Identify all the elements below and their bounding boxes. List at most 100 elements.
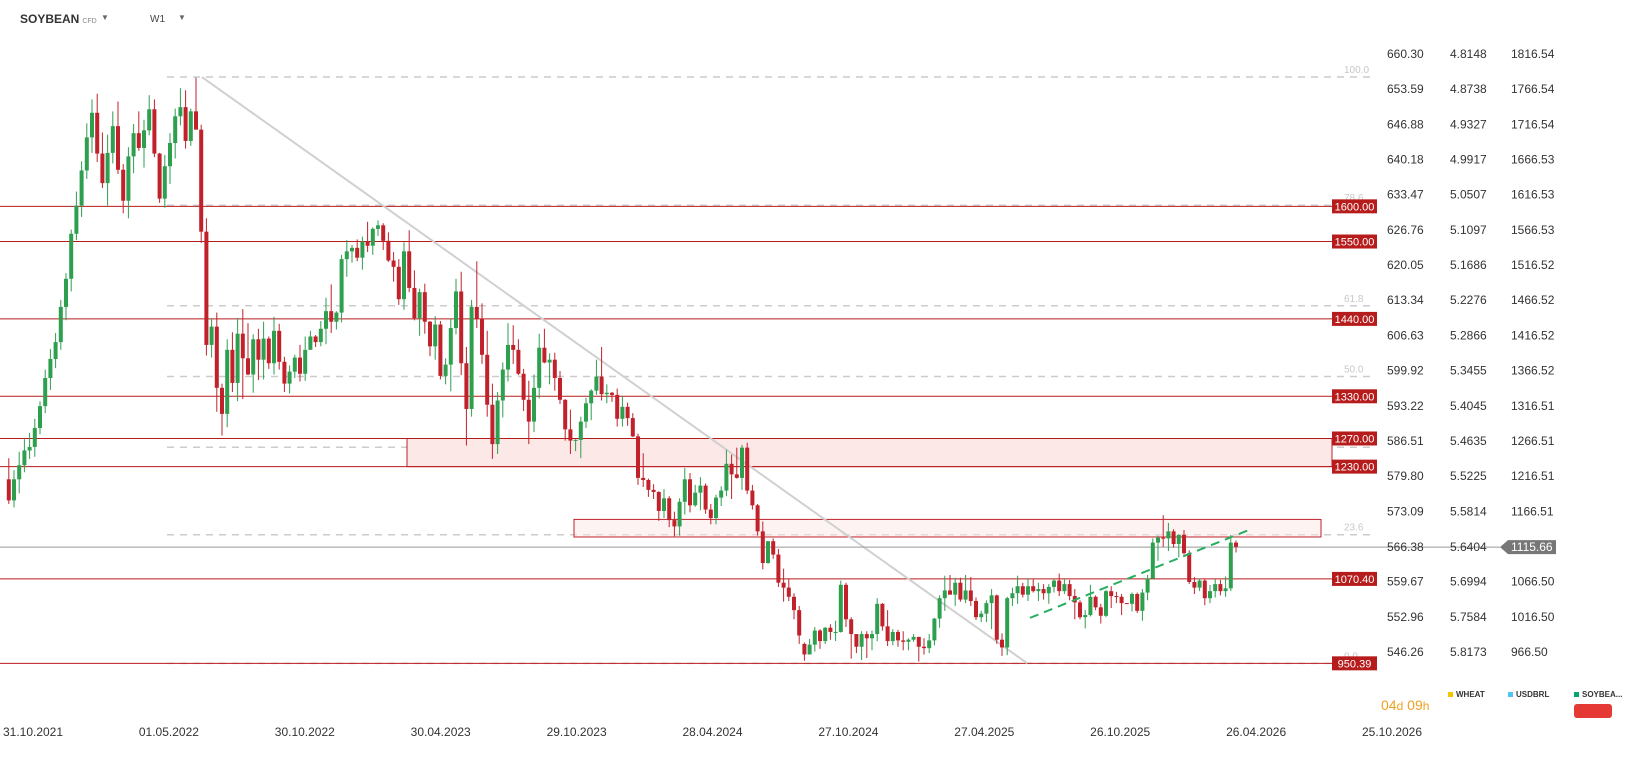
candle-body	[90, 112, 94, 138]
candle-body	[792, 596, 796, 611]
candle-body	[521, 373, 526, 400]
wheat-axis-tick-label: 546.26	[1387, 645, 1424, 659]
candle-body	[1015, 586, 1020, 594]
candle-body	[932, 618, 937, 641]
usdbrl-axis-tick-label: 5.4635	[1450, 434, 1487, 448]
candle-body	[1020, 586, 1025, 595]
level-badge	[1332, 199, 1377, 214]
candle-body	[157, 153, 162, 199]
candle-body	[573, 439, 578, 441]
candle-body	[906, 639, 911, 642]
level-badge	[1332, 311, 1377, 326]
candle-body	[1000, 639, 1004, 648]
date-axis-tick-label: 28.04.2024	[682, 725, 742, 739]
candle-body	[464, 363, 469, 409]
candle-body	[1192, 582, 1197, 588]
wheat-axis-tick-label: 620.05	[1387, 258, 1424, 272]
candle-body	[870, 634, 874, 639]
candle-body	[708, 509, 713, 518]
candle-body	[844, 584, 848, 620]
candle-body	[662, 498, 666, 511]
candle-body	[116, 126, 120, 170]
candle-body	[1083, 615, 1088, 618]
candle-body	[1135, 593, 1140, 611]
soybean-axis-tick-label: 1216.51	[1511, 469, 1555, 483]
soybean-axis-tick-label: 1766.54	[1511, 82, 1555, 96]
legend-toggle-button[interactable]	[1574, 704, 1612, 718]
fib-level-label: 61.8	[1344, 294, 1364, 305]
countdown-hours: 09	[1407, 697, 1423, 713]
candle-body	[729, 463, 734, 475]
candle-body	[511, 344, 516, 350]
candle-body	[542, 347, 547, 363]
soybean-axis-tick-label: 1466.52	[1511, 293, 1555, 307]
candle-body	[823, 627, 828, 642]
candle-body	[142, 130, 146, 148]
soybean-axis-tick-label: 1016.50	[1511, 610, 1555, 624]
soybean-axis-tick-label: 1816.54	[1511, 47, 1555, 61]
candle-body	[183, 107, 188, 141]
candle-body	[32, 427, 37, 447]
candle-body	[958, 582, 963, 600]
candle-body	[620, 406, 625, 419]
usdbrl-axis-tick-label: 4.9917	[1450, 153, 1487, 167]
symbol-selector[interactable]: SOYBEAN CFD	[20, 12, 97, 26]
candle-body	[277, 330, 282, 362]
date-axis-tick-label: 27.10.2024	[818, 725, 878, 739]
date-axis-tick-label: 25.10.2026	[1362, 725, 1422, 739]
usdbrl-axis-tick-label: 4.8148	[1450, 47, 1487, 61]
soybean-axis-tick-label: 1316.51	[1511, 399, 1555, 413]
candle-body	[755, 505, 760, 532]
candle-body	[1161, 537, 1166, 539]
level-badge-label: 1230.00	[1335, 462, 1375, 474]
candle-body	[6, 479, 11, 501]
countdown-days-unit: d	[1396, 699, 1404, 713]
candle-body	[760, 531, 765, 564]
date-axis-tick-label: 30.04.2023	[411, 725, 471, 739]
candle-body	[547, 359, 552, 363]
legend-swatch	[1574, 692, 1579, 698]
legend-item-soybean[interactable]: SOYBEA...	[1574, 690, 1622, 699]
candle-body	[1197, 580, 1202, 588]
candle-body	[74, 205, 79, 234]
candle-body	[812, 630, 817, 645]
candle-body	[1182, 534, 1186, 554]
candle-body	[391, 260, 396, 267]
candle-body	[240, 333, 245, 359]
legend-item-usdbrl[interactable]: USDBRL	[1508, 690, 1549, 699]
candle-body	[750, 490, 755, 506]
candle-body	[469, 306, 474, 409]
candle-body	[797, 610, 802, 636]
usdbrl-axis-tick-label: 5.5814	[1450, 504, 1487, 518]
candle-body	[953, 582, 958, 595]
candle-body	[927, 640, 932, 649]
soybean-axis-tick-label: 966.50	[1511, 645, 1548, 659]
date-axis-tick-label: 27.04.2025	[954, 725, 1014, 739]
candle-body	[766, 541, 770, 564]
soybean-axis-tick-label: 1716.54	[1511, 117, 1555, 131]
candle-body	[636, 436, 640, 478]
candle-body	[500, 369, 505, 401]
candle-body	[12, 479, 16, 501]
usdbrl-axis-tick-label: 5.7584	[1450, 610, 1487, 624]
candle-body	[318, 328, 323, 343]
candle-body	[911, 636, 916, 640]
candle-body	[948, 590, 952, 595]
candle-body	[1010, 593, 1015, 599]
candle-body	[282, 361, 287, 384]
timeframe-chevron-down-icon[interactable]: ▼	[178, 13, 186, 22]
candle-body	[1228, 542, 1233, 589]
symbol-chevron-down-icon[interactable]: ▼	[101, 13, 109, 22]
candle-body	[287, 371, 292, 384]
candle-body	[251, 339, 256, 375]
candle-body	[1062, 584, 1067, 592]
legend-item-wheat[interactable]: WHEAT	[1448, 690, 1485, 699]
candle-body	[828, 627, 833, 632]
timeframe-selector[interactable]: W1	[150, 14, 165, 25]
candle-body	[308, 336, 313, 350]
candle-body	[901, 640, 906, 642]
candle-body	[438, 324, 443, 376]
level-badge-label: 1070.40	[1335, 574, 1375, 586]
soybean-axis-tick-label: 1366.52	[1511, 364, 1555, 378]
